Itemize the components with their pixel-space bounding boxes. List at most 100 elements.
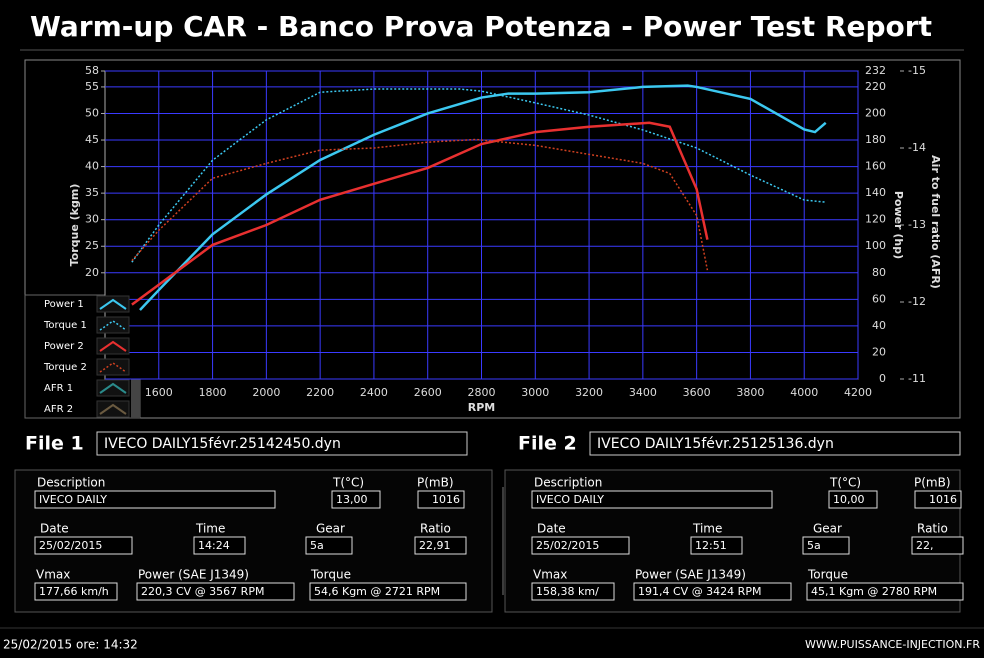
legend-swatch	[99, 362, 127, 373]
field-box	[633, 582, 792, 601]
legend-label: Power 1	[44, 299, 84, 310]
y2-tick-label: 40	[872, 319, 886, 332]
field-box	[417, 490, 465, 509]
x-tick-label: 4200	[844, 386, 872, 399]
file-name-box	[589, 431, 961, 456]
field-label: Ratio	[420, 522, 451, 536]
field-box	[193, 536, 246, 555]
legend-swatch-box	[96, 379, 130, 397]
field-box	[802, 536, 850, 555]
field-box	[34, 536, 133, 555]
legend-swatch-box	[96, 337, 130, 355]
x-tick-label: 2800	[468, 386, 496, 399]
series-line	[131, 121, 709, 306]
field-label: Date	[40, 522, 69, 536]
field-label: Description	[37, 476, 105, 490]
field-value: IVECO DAILY	[39, 493, 107, 506]
field-box	[806, 582, 964, 601]
field-value: IVECO DAILY	[536, 493, 604, 506]
file-label: File 2	[518, 433, 577, 455]
legend-swatch	[99, 382, 127, 394]
series-line	[131, 138, 709, 271]
y2-tick-label: 0	[879, 372, 886, 385]
field-box	[309, 582, 467, 601]
x-tick-label: 3200	[575, 386, 603, 399]
x-tick-label: 3600	[683, 386, 711, 399]
field-value: 13,00	[336, 493, 368, 506]
field-value: 191,4 CV @ 3424 RPM	[638, 585, 761, 598]
y-tick-label: 40	[85, 160, 99, 173]
field-value: 45,1 Kgm @ 2780 RPM	[811, 585, 937, 598]
legend-label: AFR 1	[44, 383, 73, 394]
field-box	[531, 582, 615, 601]
field-label: P(mB)	[417, 476, 454, 490]
field-label: Vmax	[533, 568, 567, 582]
y3-tick-label: -15	[908, 64, 926, 77]
legend-label: AFR 2	[44, 404, 73, 415]
field-label: Power (SAE J1349)	[635, 568, 746, 582]
y-tick-label: 58	[85, 64, 99, 77]
field-value: 5a	[807, 539, 821, 552]
field-value: 22,91	[419, 539, 451, 552]
file-label: File 1	[25, 433, 84, 455]
field-value: 25/02/2015	[39, 539, 102, 552]
field-value: 158,38 km/	[536, 585, 599, 598]
legend-label: Torque 2	[43, 362, 87, 373]
y3-tick-label: -11	[908, 372, 926, 385]
field-value: 14:24	[198, 539, 230, 552]
y2-tick-label: 120	[865, 213, 886, 226]
field-label: Vmax	[36, 568, 70, 582]
field-label: Time	[692, 522, 722, 536]
y3-tick-label: -12	[908, 295, 926, 308]
field-box	[331, 490, 381, 509]
x-tick-label: 1800	[199, 386, 227, 399]
x-tick-label: 2200	[306, 386, 334, 399]
legend-swatch-box	[96, 295, 130, 313]
y2-tick-label: 180	[865, 133, 886, 146]
field-label: Date	[537, 522, 566, 536]
field-label: Description	[534, 476, 602, 490]
field-label: Ratio	[917, 522, 948, 536]
field-box	[828, 490, 878, 509]
field-label: T(°C)	[332, 476, 364, 490]
field-label: Time	[195, 522, 225, 536]
series-line	[131, 88, 826, 263]
field-box	[914, 490, 962, 509]
field-value: 220,3 CV @ 3567 RPM	[141, 585, 264, 598]
y-tick-label: 55	[85, 80, 99, 93]
title: Warm-up CAR - Banco Prova Potenza - Powe…	[30, 10, 932, 43]
legend-swatch	[99, 298, 127, 310]
y2-tick-label: 60	[872, 292, 886, 305]
legend-swatch-box	[96, 358, 130, 376]
x-tick-label: 1600	[145, 386, 173, 399]
x-tick-label: 4000	[790, 386, 818, 399]
y-tick-label: 50	[85, 106, 99, 119]
field-value: 54,6 Kgm @ 2721 RPM	[314, 585, 440, 598]
x-tick-label: 3800	[736, 386, 764, 399]
field-value: 22,	[916, 539, 934, 552]
legend-label: Power 2	[44, 341, 84, 352]
file-name-box	[96, 431, 468, 456]
field-label: Torque	[310, 568, 351, 582]
field-box	[136, 582, 295, 601]
field-box	[34, 582, 118, 601]
field-label: Gear	[813, 522, 842, 536]
legend-label: Torque 1	[43, 320, 87, 331]
y3-axis-label: Air to fuel ratio (AFR)	[929, 155, 942, 289]
field-value: 1016	[929, 493, 957, 506]
legend-swatch-box	[96, 316, 130, 334]
file-name: IVECO DAILY15févr.25142450.dyn	[104, 436, 341, 452]
y2-tick-label: 200	[865, 106, 886, 119]
field-box	[911, 536, 964, 555]
field-box	[305, 536, 353, 555]
x-tick-label: 2600	[414, 386, 442, 399]
series-line	[139, 84, 827, 311]
field-label: Power (SAE J1349)	[138, 568, 249, 582]
field-box	[531, 536, 630, 555]
field-label: Gear	[316, 522, 345, 536]
footer-timestamp: 25/02/2015 ore: 14:32	[3, 638, 138, 652]
field-value: 10,00	[833, 493, 865, 506]
y2-tick-label: 160	[865, 160, 886, 173]
file-name: IVECO DAILY15févr.25125136.dyn	[597, 436, 834, 452]
x-axis-label: RPM	[468, 401, 495, 414]
